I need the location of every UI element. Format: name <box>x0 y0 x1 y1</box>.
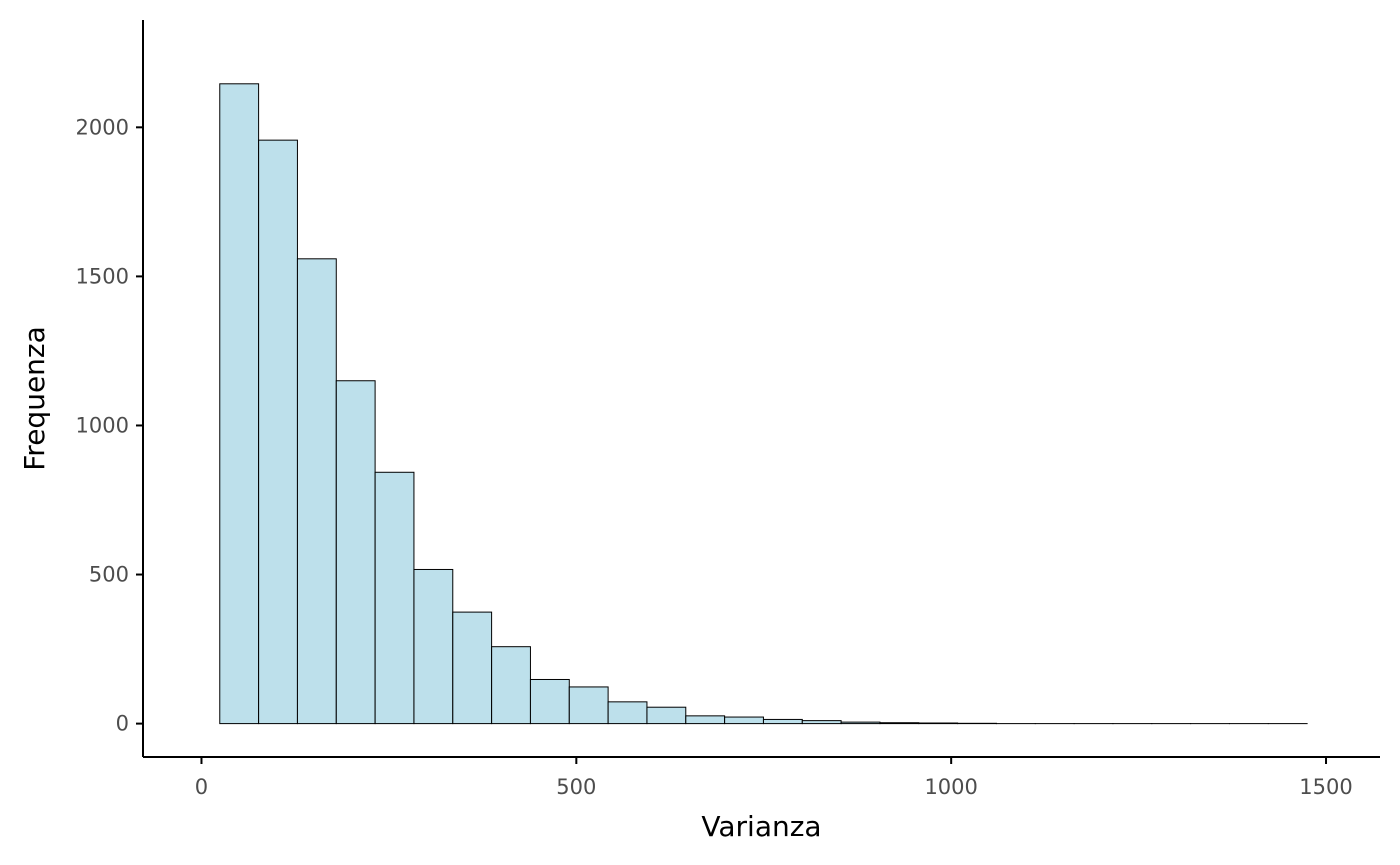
histogram-bar-6 <box>452 611 493 725</box>
x-tick-label: 1500 <box>1299 775 1352 799</box>
histogram-bar-14 <box>762 718 803 725</box>
y-tick-label: 500 <box>89 563 129 587</box>
y-tick-label: 0 <box>116 712 129 736</box>
histogram-bar-0 <box>219 83 260 725</box>
histogram-bar-18 <box>918 722 959 725</box>
x-tick-label: 500 <box>556 775 596 799</box>
histogram-bar-9 <box>568 686 609 725</box>
axes <box>142 20 1380 758</box>
x-axis-ticks: 0 500 1000 1500 <box>195 757 1353 799</box>
y-axis-title: Frequenza <box>18 326 51 471</box>
histogram-bar-13 <box>724 716 764 725</box>
histogram-bar-4 <box>374 471 415 725</box>
y-tick-label: 1000 <box>76 413 129 437</box>
histogram-bar-3 <box>335 380 376 725</box>
y-tick-label: 2000 <box>76 115 129 139</box>
histogram-bar-8 <box>529 678 570 725</box>
histogram-bar-12 <box>685 715 726 725</box>
histogram-bar-15 <box>801 720 842 725</box>
histogram-bar-7 <box>491 646 531 725</box>
histogram-bar-17 <box>879 722 920 725</box>
histogram-bar-11 <box>646 706 687 725</box>
x-axis-title: Varianza <box>701 810 821 843</box>
y-tick-label: 1500 <box>76 264 129 288</box>
histogram-bar-2 <box>296 258 337 725</box>
histogram-bars <box>219 83 1308 725</box>
x-tick-label: 1000 <box>924 775 977 799</box>
histogram-bar-5 <box>413 568 454 725</box>
x-tick-label: 0 <box>195 775 208 799</box>
histogram-bar-1 <box>258 139 298 725</box>
y-axis-ticks: 0 500 1000 1500 2000 <box>76 115 143 736</box>
histogram-bar-16 <box>840 721 881 725</box>
histogram-bar-10 <box>607 701 648 725</box>
